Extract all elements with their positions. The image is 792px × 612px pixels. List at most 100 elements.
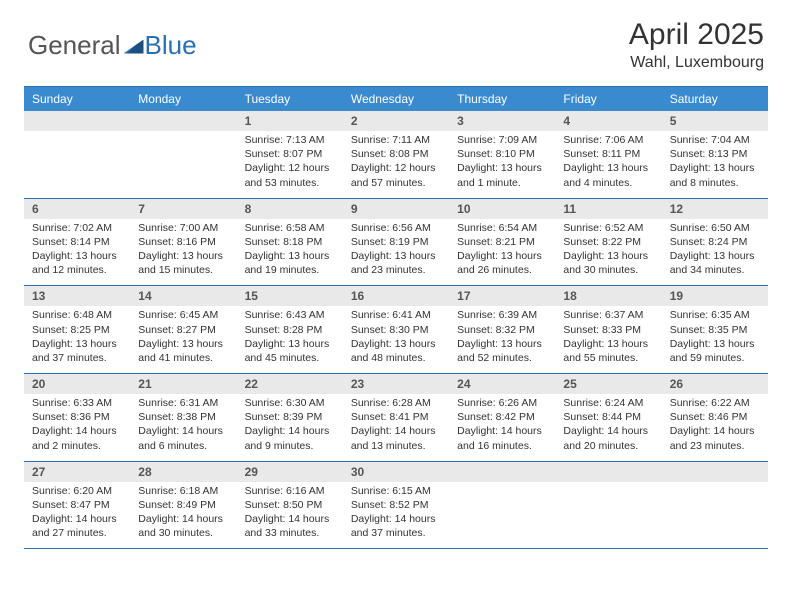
sunset: Sunset: 8:25 PM <box>32 323 122 337</box>
calendar: SundayMondayTuesdayWednesdayThursdayFrid… <box>24 86 768 549</box>
day-number: 4 <box>555 111 661 131</box>
daylight: Daylight: 14 hours and 6 minutes. <box>138 424 228 452</box>
sunrise: Sunrise: 7:09 AM <box>457 133 547 147</box>
day-detail: Sunrise: 6:31 AMSunset: 8:38 PMDaylight:… <box>130 394 236 461</box>
day-detail: Sunrise: 7:00 AMSunset: 8:16 PMDaylight:… <box>130 219 236 286</box>
sunset: Sunset: 8:50 PM <box>245 498 335 512</box>
daylight: Daylight: 13 hours and 59 minutes. <box>670 337 760 365</box>
sunrise: Sunrise: 6:28 AM <box>351 396 441 410</box>
day-detail <box>24 131 130 141</box>
day-detail: Sunrise: 6:56 AMSunset: 8:19 PMDaylight:… <box>343 219 449 286</box>
sunrise: Sunrise: 6:52 AM <box>563 221 653 235</box>
day-detail: Sunrise: 6:58 AMSunset: 8:18 PMDaylight:… <box>237 219 343 286</box>
sunset: Sunset: 8:14 PM <box>32 235 122 249</box>
day-number: 18 <box>555 286 661 306</box>
sunset: Sunset: 8:52 PM <box>351 498 441 512</box>
week-row: 27282930Sunrise: 6:20 AMSunset: 8:47 PMD… <box>24 462 768 550</box>
sunset: Sunset: 8:18 PM <box>245 235 335 249</box>
day-number: 20 <box>24 374 130 394</box>
day-detail: Sunrise: 6:54 AMSunset: 8:21 PMDaylight:… <box>449 219 555 286</box>
daylight: Daylight: 14 hours and 33 minutes. <box>245 512 335 540</box>
sunrise: Sunrise: 6:30 AM <box>245 396 335 410</box>
day-detail: Sunrise: 6:48 AMSunset: 8:25 PMDaylight:… <box>24 306 130 373</box>
sunrise: Sunrise: 6:22 AM <box>670 396 760 410</box>
day-number: 21 <box>130 374 236 394</box>
daylight: Daylight: 14 hours and 16 minutes. <box>457 424 547 452</box>
day-detail <box>555 482 661 492</box>
brand-logo: General Blue <box>28 30 197 61</box>
day-number: 14 <box>130 286 236 306</box>
location: Wahl, Luxembourg <box>629 54 764 72</box>
day-number <box>24 111 130 117</box>
sunset: Sunset: 8:16 PM <box>138 235 228 249</box>
dow-sunday: Sunday <box>24 87 130 111</box>
day-detail: Sunrise: 6:45 AMSunset: 8:27 PMDaylight:… <box>130 306 236 373</box>
daylight: Daylight: 13 hours and 1 minute. <box>457 161 547 189</box>
day-number: 2 <box>343 111 449 131</box>
daylight: Daylight: 14 hours and 9 minutes. <box>245 424 335 452</box>
day-number: 29 <box>237 462 343 482</box>
daylight: Daylight: 13 hours and 37 minutes. <box>32 337 122 365</box>
day-number <box>555 462 661 468</box>
sunrise: Sunrise: 6:56 AM <box>351 221 441 235</box>
dow-saturday: Saturday <box>662 87 768 111</box>
sunset: Sunset: 8:24 PM <box>670 235 760 249</box>
daylight: Daylight: 14 hours and 27 minutes. <box>32 512 122 540</box>
day-number <box>130 111 236 117</box>
dow-monday: Monday <box>130 87 236 111</box>
sunrise: Sunrise: 6:48 AM <box>32 308 122 322</box>
sunset: Sunset: 8:13 PM <box>670 147 760 161</box>
sunrise: Sunrise: 6:45 AM <box>138 308 228 322</box>
sunset: Sunset: 8:30 PM <box>351 323 441 337</box>
sunset: Sunset: 8:08 PM <box>351 147 441 161</box>
sunset: Sunset: 8:38 PM <box>138 410 228 424</box>
daylight: Daylight: 14 hours and 2 minutes. <box>32 424 122 452</box>
sunrise: Sunrise: 6:35 AM <box>670 308 760 322</box>
day-number: 8 <box>237 199 343 219</box>
day-number: 28 <box>130 462 236 482</box>
day-number: 11 <box>555 199 661 219</box>
header: General Blue April 2025 Wahl, Luxembourg <box>0 0 792 80</box>
sunset: Sunset: 8:44 PM <box>563 410 653 424</box>
sunrise: Sunrise: 6:39 AM <box>457 308 547 322</box>
day-number: 10 <box>449 199 555 219</box>
sunset: Sunset: 8:10 PM <box>457 147 547 161</box>
day-detail: Sunrise: 6:37 AMSunset: 8:33 PMDaylight:… <box>555 306 661 373</box>
sunset: Sunset: 8:47 PM <box>32 498 122 512</box>
day-detail: Sunrise: 6:50 AMSunset: 8:24 PMDaylight:… <box>662 219 768 286</box>
day-detail: Sunrise: 7:02 AMSunset: 8:14 PMDaylight:… <box>24 219 130 286</box>
sunrise: Sunrise: 6:43 AM <box>245 308 335 322</box>
sunset: Sunset: 8:21 PM <box>457 235 547 249</box>
sunset: Sunset: 8:36 PM <box>32 410 122 424</box>
daylight: Daylight: 13 hours and 15 minutes. <box>138 249 228 277</box>
sunset: Sunset: 8:22 PM <box>563 235 653 249</box>
day-number: 12 <box>662 199 768 219</box>
day-number: 27 <box>24 462 130 482</box>
sunrise: Sunrise: 6:54 AM <box>457 221 547 235</box>
daylight: Daylight: 13 hours and 41 minutes. <box>138 337 228 365</box>
dow-tuesday: Tuesday <box>237 87 343 111</box>
day-detail: Sunrise: 6:26 AMSunset: 8:42 PMDaylight:… <box>449 394 555 461</box>
day-number: 13 <box>24 286 130 306</box>
day-number: 19 <box>662 286 768 306</box>
day-detail: Sunrise: 6:30 AMSunset: 8:39 PMDaylight:… <box>237 394 343 461</box>
day-number: 22 <box>237 374 343 394</box>
sunset: Sunset: 8:42 PM <box>457 410 547 424</box>
day-detail: Sunrise: 6:33 AMSunset: 8:36 PMDaylight:… <box>24 394 130 461</box>
dow-friday: Friday <box>555 87 661 111</box>
sunset: Sunset: 8:41 PM <box>351 410 441 424</box>
day-detail: Sunrise: 6:24 AMSunset: 8:44 PMDaylight:… <box>555 394 661 461</box>
day-number <box>662 462 768 468</box>
day-number: 3 <box>449 111 555 131</box>
day-detail: Sunrise: 7:09 AMSunset: 8:10 PMDaylight:… <box>449 131 555 198</box>
day-detail: Sunrise: 6:15 AMSunset: 8:52 PMDaylight:… <box>343 482 449 549</box>
daylight: Daylight: 14 hours and 23 minutes. <box>670 424 760 452</box>
dow-wednesday: Wednesday <box>343 87 449 111</box>
day-detail: Sunrise: 6:22 AMSunset: 8:46 PMDaylight:… <box>662 394 768 461</box>
daylight: Daylight: 13 hours and 4 minutes. <box>563 161 653 189</box>
sunrise: Sunrise: 7:00 AM <box>138 221 228 235</box>
day-number: 6 <box>24 199 130 219</box>
daylight: Daylight: 12 hours and 53 minutes. <box>245 161 335 189</box>
day-number: 1 <box>237 111 343 131</box>
day-detail <box>662 482 768 492</box>
